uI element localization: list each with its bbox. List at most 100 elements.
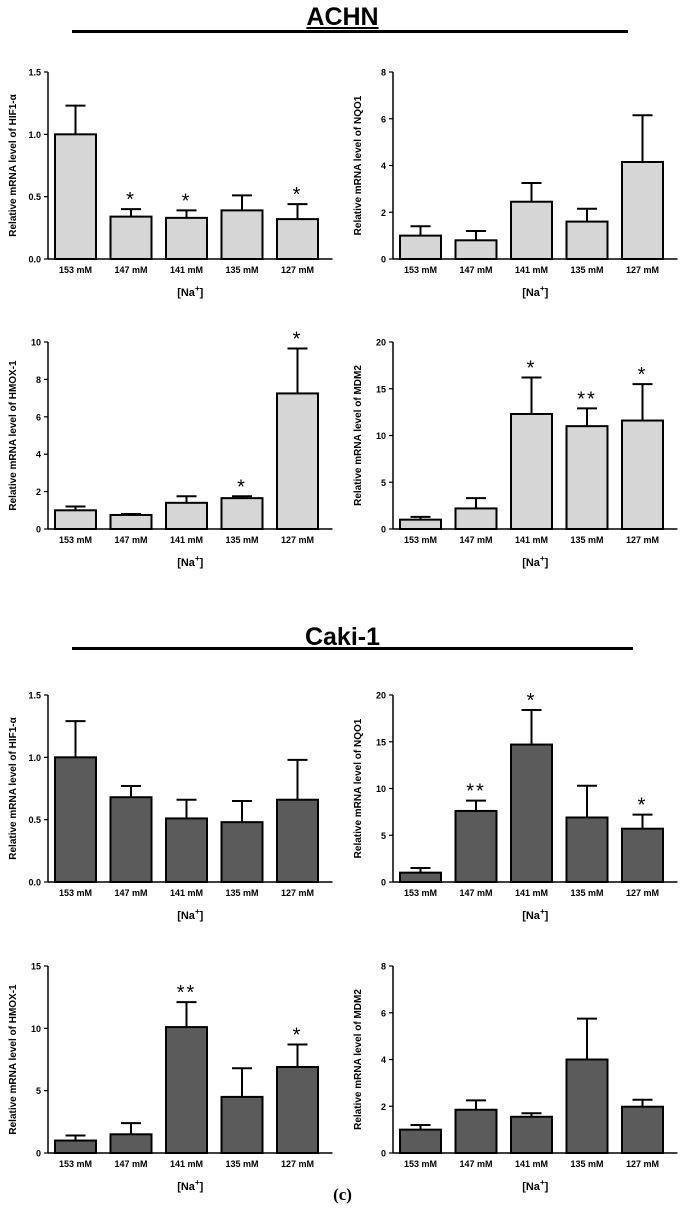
section-title-achn: ACHN (306, 3, 379, 31)
y-tick-label: 0 (381, 878, 386, 888)
bar (54, 509, 97, 531)
y-tick-label: 2 (381, 1102, 386, 1112)
x-axis-title-main: [Na (522, 287, 541, 299)
bar (399, 518, 442, 530)
x-tick-label: 141 mM (515, 535, 548, 545)
x-tick-label: 141 mM (515, 265, 548, 275)
y-tick-label: 10 (376, 784, 386, 794)
chart-caki1-hif1a: 0.0 0.5 1.0 1.5 Relative mRNA level of HIF1-… (8, 691, 333, 922)
x-axis-title: [Na+] (177, 554, 203, 569)
y-tick-label: 1.5 (28, 68, 41, 78)
y-tick-label: 15 (376, 737, 386, 747)
significance-marker: * (182, 190, 192, 212)
y-tick-label: 5 (381, 478, 386, 488)
y-tick-label: 2 (381, 208, 386, 218)
chart-achn-nqo1: 0 2 4 6 8 Relative mRNA level of NQO1 153 mM 14… (353, 68, 678, 299)
chart-caki1-mdm2: 0 2 4 6 8 Relative mRNA level of MDM2 153 mM 14… (353, 962, 678, 1193)
panel-achn-hif1a: 0.0 0.5 1.0 1.5 Relative mRNA level of HIF1-… (0, 60, 340, 305)
significance-marker: * (293, 329, 303, 351)
x-axis-title-main: [Na (522, 910, 541, 922)
bar (565, 425, 609, 530)
x-axis-title-sup: + (540, 284, 545, 293)
bar (109, 215, 153, 260)
y-tick-label: 1.0 (28, 753, 41, 763)
y-tick-label: 2 (36, 487, 41, 497)
y-tick-label: 15 (31, 962, 41, 972)
bar (109, 513, 153, 531)
y-tick-label: 0 (36, 525, 41, 535)
x-tick-label: 141 mM (170, 535, 203, 545)
x-axis-title-sup: + (540, 554, 545, 563)
x-axis-title: [Na+] (522, 554, 548, 569)
x-tick-label: 153 mM (59, 265, 92, 275)
y-axis-title: Relative mRNA level of NQO1 (353, 718, 364, 858)
significance-marker: ** (177, 982, 197, 1004)
bar (510, 412, 553, 530)
section-rule-achn (72, 30, 628, 33)
x-axis-title: [Na+] (177, 1178, 203, 1193)
x-tick-label: 127 mM (626, 888, 659, 898)
panel-caki1-hmox1: 0 5 10 15 Relative mRNA level of HMOX-1 153 m… (0, 954, 340, 1199)
bar (454, 1108, 498, 1155)
x-axis-title-end: ] (200, 910, 204, 922)
significance-marker: ** (466, 781, 486, 803)
y-axis-title: Relative mRNA level of NQO1 (353, 95, 364, 235)
x-axis-title-main: [Na (522, 557, 541, 569)
significance-marker: * (293, 184, 303, 206)
panel-achn-hmox1: 0 2 4 6 8 10 Relative mRNA level of HMOX-1 153 … (0, 329, 340, 575)
x-tick-label: 153 mM (59, 535, 92, 545)
y-tick-label: 15 (376, 384, 386, 394)
chart-achn-mdm2: 0 5 10 15 20 Relative mRNA level of MDM2 153 m… (353, 338, 678, 569)
x-axis-title-sup: + (540, 907, 545, 916)
x-axis-title-end: ] (200, 557, 204, 569)
bar (165, 501, 208, 531)
x-tick-label: 147 mM (114, 1159, 147, 1169)
x-axis-title-main: [Na (177, 557, 196, 569)
bar (109, 796, 153, 883)
bar (621, 827, 664, 883)
chart-caki1-nqo1: 0 5 10 15 20 Relative mRNA level of NQO1 153 m… (353, 690, 678, 922)
y-tick-label: 8 (381, 68, 386, 78)
x-axis-title: [Na+] (522, 284, 548, 299)
bar (565, 816, 609, 883)
y-tick-label: 1.5 (28, 691, 41, 701)
x-tick-label: 135 mM (570, 1159, 603, 1169)
bar (399, 1128, 442, 1154)
x-axis-title-main: [Na (177, 1181, 196, 1193)
x-tick-label: 135 mM (225, 535, 258, 545)
x-tick-label: 141 mM (170, 888, 203, 898)
bar (165, 1026, 208, 1154)
bar (276, 392, 319, 530)
panel-caki1-hif1a: 0.0 0.5 1.0 1.5 Relative mRNA level of HIF1-… (0, 683, 340, 928)
bar (621, 419, 664, 530)
x-tick-label: 147 mM (459, 535, 492, 545)
bar (454, 809, 498, 883)
x-tick-label: 153 mM (404, 535, 437, 545)
x-tick-label: 135 mM (225, 888, 258, 898)
figure-caption: (c) (333, 1185, 352, 1204)
x-tick-label: 141 mM (515, 888, 548, 898)
y-tick-label: 8 (36, 375, 41, 385)
x-axis-title: [Na+] (177, 284, 203, 299)
x-tick-label: 153 mM (59, 1159, 92, 1169)
x-tick-label: 135 mM (570, 535, 603, 545)
y-tick-label: 20 (376, 691, 386, 701)
bar (220, 497, 264, 531)
bar (54, 1139, 97, 1155)
y-tick-label: 10 (31, 1024, 41, 1034)
bar (276, 1065, 319, 1154)
bar (510, 200, 553, 260)
x-axis-title: [Na+] (522, 1178, 548, 1193)
bar (454, 239, 498, 261)
x-tick-label: 127 mM (281, 535, 314, 545)
y-axis-title: Relative mRNA level of HIF1-α (8, 93, 19, 236)
y-tick-label: 5 (381, 831, 386, 841)
x-axis-title-end: ] (545, 557, 549, 569)
panel-achn-nqo1: 0 2 4 6 8 Relative mRNA level of NQO1 153 mM 14… (345, 60, 685, 305)
x-tick-label: 127 mM (626, 535, 659, 545)
x-tick-label: 127 mM (626, 265, 659, 275)
significance-marker: * (527, 358, 537, 380)
significance-marker: * (126, 189, 136, 211)
bar (165, 817, 208, 883)
x-axis-title-main: [Na (522, 1181, 541, 1193)
